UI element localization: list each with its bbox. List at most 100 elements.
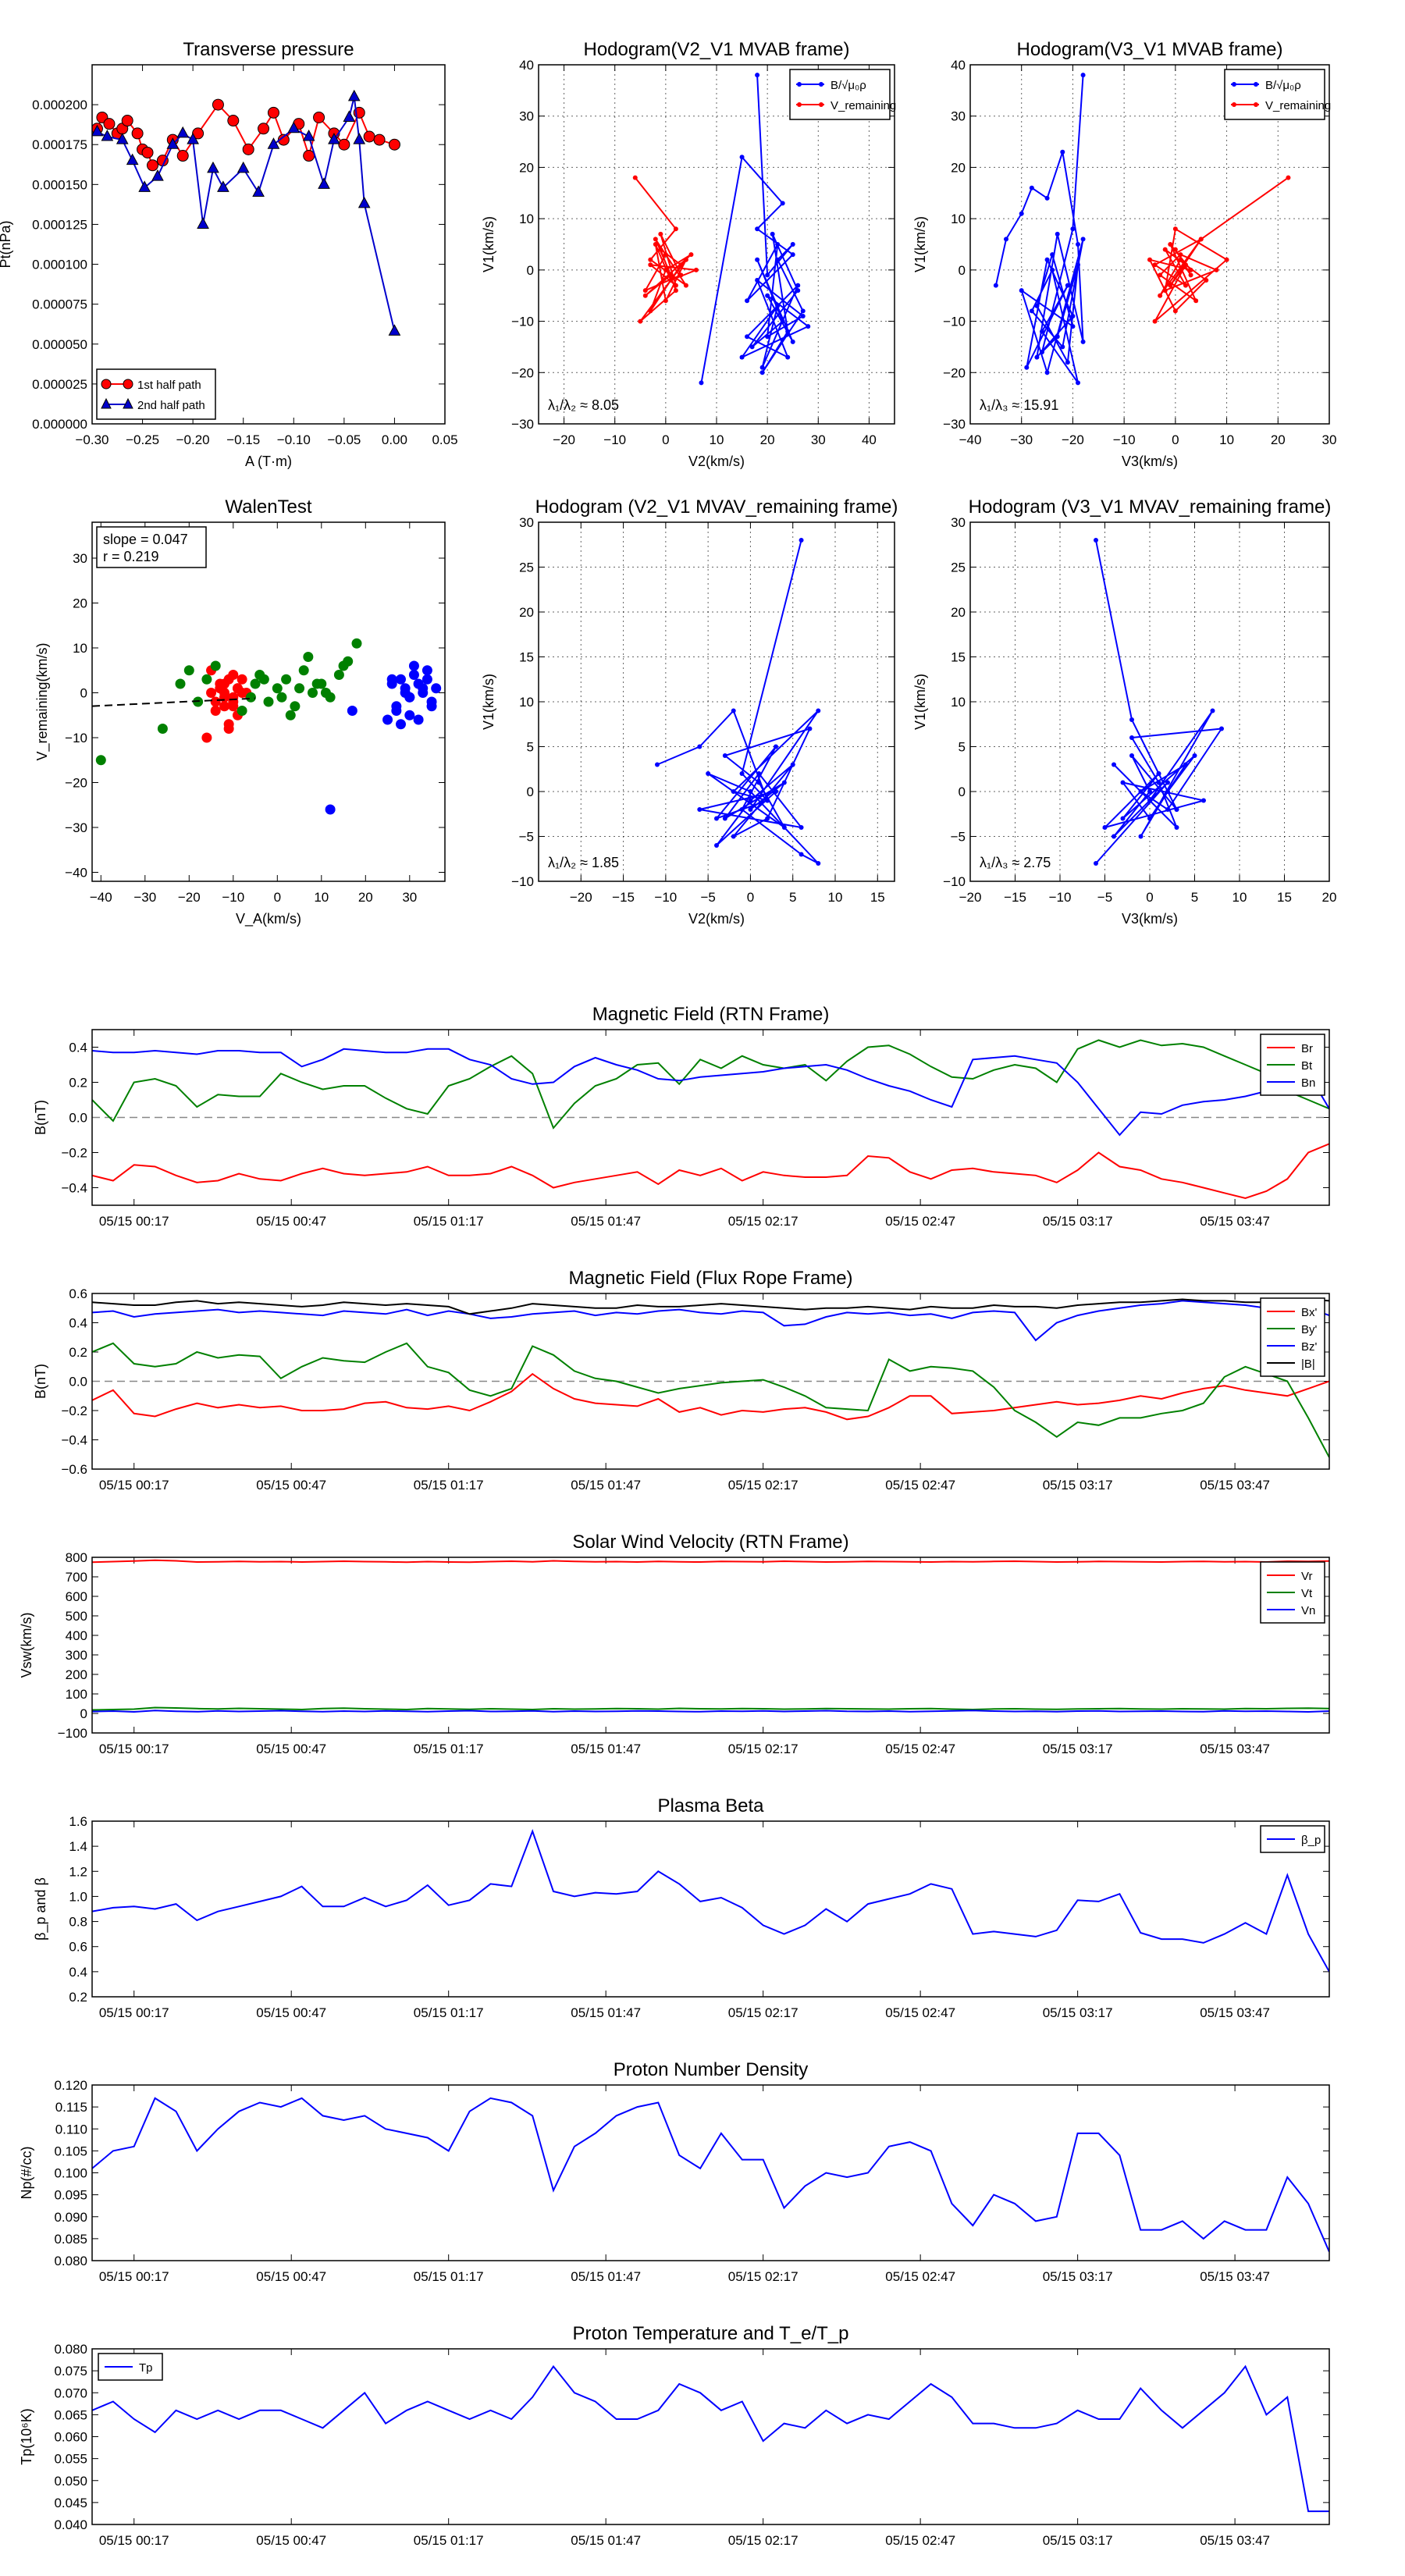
data-point xyxy=(678,272,684,278)
data-point xyxy=(1044,257,1050,262)
legend: β_p xyxy=(1260,1825,1325,1853)
x-tick-label: 05/15 02:17 xyxy=(728,2269,799,2284)
legend-box xyxy=(789,69,891,120)
x-tick-label: 05/15 01:17 xyxy=(414,2533,484,2548)
data-point xyxy=(219,701,229,712)
legend-marker xyxy=(1254,102,1258,107)
data-point xyxy=(1094,861,1098,866)
data-point xyxy=(632,175,638,180)
y-tick-label: 0.090 xyxy=(54,2210,87,2225)
data-point xyxy=(683,257,688,262)
data-point xyxy=(192,127,205,140)
data-point xyxy=(404,692,415,703)
data-point xyxy=(210,660,221,671)
data-point xyxy=(722,816,727,821)
data-point xyxy=(765,798,770,803)
x-tick-label: −30 xyxy=(133,890,156,905)
y-axis-label: B(nT) xyxy=(33,1364,48,1399)
x-tick-label: 05/15 03:17 xyxy=(1043,1478,1113,1493)
data-point xyxy=(391,706,402,716)
y-tick-label: 30 xyxy=(519,515,534,530)
y-tick-label: 20 xyxy=(519,605,534,620)
data-point xyxy=(1050,252,1055,258)
data-point xyxy=(223,724,234,734)
data-point xyxy=(755,257,760,262)
data-point xyxy=(799,538,804,543)
y-axis-label: Pt(nPa) xyxy=(0,220,13,268)
chart-title: Solar Wind Velocity (RTN Frame) xyxy=(572,1532,848,1553)
x-tick-label: 30 xyxy=(811,432,826,447)
y-tick-label: 0.6 xyxy=(69,1940,87,1955)
data-point xyxy=(1019,211,1024,216)
plot-area xyxy=(92,2364,1329,2513)
x-tick-label: 05/15 02:17 xyxy=(728,2005,799,2020)
data-point xyxy=(303,652,314,662)
legend: B/√μ₀ρ V_remaining xyxy=(1224,69,1331,120)
data-point xyxy=(648,308,653,314)
data-point xyxy=(250,678,261,689)
y-tick-label: 0.050 xyxy=(54,2474,87,2489)
plot-area xyxy=(1094,538,1224,866)
ratio-annotation: λ₁/λ₃ ≈ 2.75 xyxy=(980,855,1051,870)
x-tick-label: −10 xyxy=(222,890,244,905)
data-point xyxy=(800,314,806,318)
x-tick-label: 05/15 02:17 xyxy=(728,2533,799,2548)
data-point xyxy=(1168,283,1173,288)
data-point xyxy=(183,665,194,676)
y-axis-label: β_p and β xyxy=(33,1877,49,1941)
y-tick-label: 30 xyxy=(519,109,534,124)
x-tick-label: 05/15 03:47 xyxy=(1200,2269,1270,2284)
data-point xyxy=(739,807,745,812)
data-point xyxy=(1172,226,1178,232)
y-tick-label: −10 xyxy=(511,874,534,889)
data-point xyxy=(1080,339,1086,344)
x-tick-label: −5 xyxy=(1097,890,1112,905)
data-point xyxy=(298,665,309,676)
data-point xyxy=(351,638,362,649)
chart-title: Proton Number Density xyxy=(614,2059,808,2080)
data-point xyxy=(382,714,393,725)
y-tick-label: −30 xyxy=(65,820,87,835)
plot-frame xyxy=(538,64,895,425)
stats-text: r = 0.219 xyxy=(103,549,159,564)
y-tick-label: 0.115 xyxy=(55,2100,87,2115)
legend-label: Bx' xyxy=(1301,1306,1318,1319)
data-point xyxy=(313,111,325,123)
y-tick-label: 30 xyxy=(951,109,966,124)
data-point xyxy=(642,288,648,294)
y-tick-label: 0.095 xyxy=(54,2188,87,2203)
x-tick-label: −0.15 xyxy=(226,432,260,447)
data-point xyxy=(748,807,753,812)
legend-label: Bz' xyxy=(1301,1340,1318,1354)
legend-label: Bt xyxy=(1301,1059,1313,1073)
x-tick-label: 05/15 02:17 xyxy=(728,1478,799,1493)
y-tick-label: 0.075 xyxy=(54,2364,87,2379)
data-point xyxy=(745,298,750,304)
x-tick-label: 05/15 01:47 xyxy=(571,1214,641,1229)
data-point xyxy=(311,678,322,689)
data-point xyxy=(353,133,366,144)
data-point xyxy=(388,138,400,151)
x-axis-label: V3(km/s) xyxy=(1122,911,1178,927)
data-point xyxy=(303,150,315,162)
y-tick-label: 500 xyxy=(66,1609,87,1624)
chart-ts_v: Solar Wind Velocity (RTN Frame) 05/15 00:… xyxy=(19,1532,1330,1756)
data-point xyxy=(1183,283,1188,288)
y-tick-label: 0.120 xyxy=(54,2078,87,2093)
data-point xyxy=(1029,185,1034,190)
data-point xyxy=(206,688,217,698)
x-tick-label: 05/15 01:17 xyxy=(414,1478,484,1493)
y-tick-label: 0.045 xyxy=(54,2496,87,2510)
data-point xyxy=(765,293,770,298)
x-tick-label: 05/15 01:17 xyxy=(414,2269,484,2284)
x-tick-label: 15 xyxy=(870,890,885,905)
data-point xyxy=(176,126,190,138)
data-point xyxy=(663,252,668,258)
y-tick-label: −10 xyxy=(65,731,87,745)
chart-title: WalenTest xyxy=(225,496,311,518)
data-point xyxy=(328,133,340,144)
data-point xyxy=(157,724,168,734)
y-tick-label: 300 xyxy=(66,1648,87,1663)
y-tick-label: −0.2 xyxy=(61,1404,87,1418)
data-point xyxy=(816,861,821,866)
